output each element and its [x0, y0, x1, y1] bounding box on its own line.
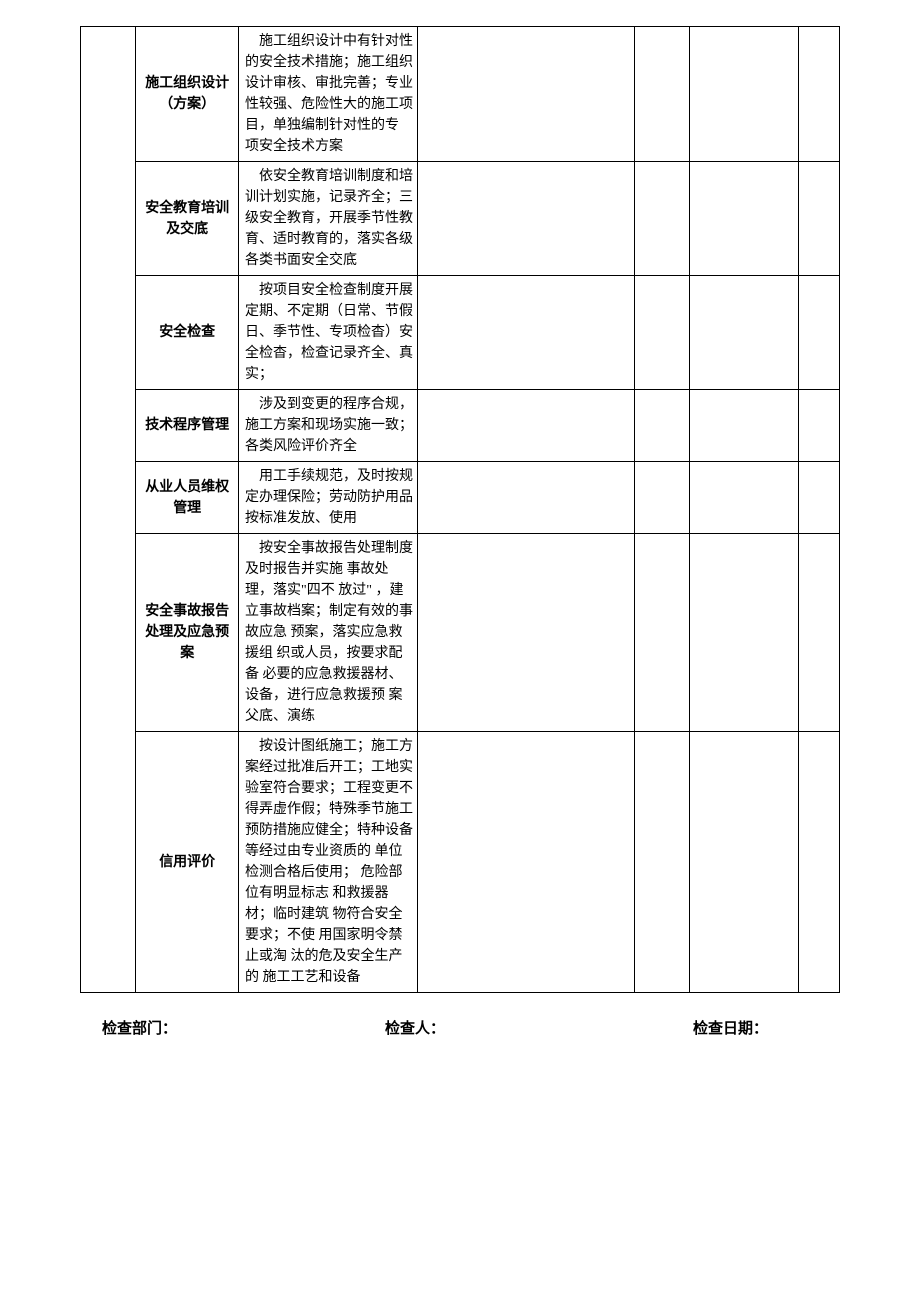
table-row: 信用评价 按设计图纸施工；施工方案经过批准后开工；工地实验室符合要求；工程变更不… [81, 732, 840, 993]
table-row: 施工组织设计（方案） 施工组织设计中有针对性的安全技术措施；施工组织设计审核、审… [81, 27, 840, 162]
item-desc: 按安全事故报告处理制度及时报告并实施 事故处理，落实"四不 放过" ，建立事故档… [239, 534, 418, 732]
blank-cell [418, 276, 634, 390]
inspection-table: 施工组织设计（方案） 施工组织设计中有针对性的安全技术措施；施工组织设计审核、审… [80, 26, 840, 993]
blank-cell [634, 27, 689, 162]
table-row: 安全教育培训及交底 依安全教育培训制度和培训计划实施，记录齐全；三级安全教育，开… [81, 162, 840, 276]
item-label: 从业人员维权管理 [136, 462, 239, 534]
item-label: 技术程序管理 [136, 390, 239, 462]
blank-cell [689, 390, 798, 462]
item-label: 安全事故报告处理及应急预案 [136, 534, 239, 732]
blank-cell [689, 27, 798, 162]
blank-cell [689, 162, 798, 276]
item-desc: 用工手续规范，及时按规定办理保险；劳动防护用品按标准发放、使用 [239, 462, 418, 534]
blank-cell [798, 534, 839, 732]
blank-cell [634, 276, 689, 390]
blank-cell [418, 462, 634, 534]
blank-cell [798, 162, 839, 276]
item-label: 安全检查 [136, 276, 239, 390]
item-label: 信用评价 [136, 732, 239, 993]
item-label: 施工组织设计（方案） [136, 27, 239, 162]
table-row: 技术程序管理 涉及到变更的程序合规， 施工方案和现场实施一致；各类风险评价齐全 [81, 390, 840, 462]
table-row: 从业人员维权管理 用工手续规范，及时按规定办理保险；劳动防护用品按标准发放、使用 [81, 462, 840, 534]
blank-cell [634, 732, 689, 993]
blank-cell [634, 162, 689, 276]
blank-cell [798, 390, 839, 462]
footer: 检查部门： 检查人： 检查日期： [80, 1017, 840, 1038]
table-row: 安全检查 按项目安全检查制度开展定期、不定期（日常、节假日、季节性、专项检杳）安… [81, 276, 840, 390]
blank-cell [689, 276, 798, 390]
blank-cell [418, 534, 634, 732]
blank-cell [798, 732, 839, 993]
blank-cell [689, 534, 798, 732]
blank-cell [634, 390, 689, 462]
blank-cell [634, 462, 689, 534]
blank-cell [689, 462, 798, 534]
item-desc: 按项目安全检查制度开展定期、不定期（日常、节假日、季节性、专项检杳）安全检杳，检… [239, 276, 418, 390]
blank-cell [798, 276, 839, 390]
blank-cell [418, 732, 634, 993]
item-desc: 按设计图纸施工；施工方案经过批准后开工；工地实验室符合要求；工程变更不得弄虚作假… [239, 732, 418, 993]
blank-cell [418, 27, 634, 162]
item-desc: 依安全教育培训制度和培训计划实施，记录齐全；三级安全教育，开展季节性教育、适时教… [239, 162, 418, 276]
blank-cell [634, 534, 689, 732]
blank-cell [418, 390, 634, 462]
inspector-label: 检查人： [297, 1017, 532, 1038]
blank-cell [418, 162, 634, 276]
blank-cell [798, 462, 839, 534]
date-label: 检查日期： [533, 1017, 828, 1038]
item-label: 安全教育培训及交底 [136, 162, 239, 276]
item-desc: 涉及到变更的程序合规， 施工方案和现场实施一致；各类风险评价齐全 [239, 390, 418, 462]
blank-cell [689, 732, 798, 993]
item-desc: 施工组织设计中有针对性的安全技术措施；施工组织设计审核、审批完善；专业性较强、危… [239, 27, 418, 162]
table-row: 安全事故报告处理及应急预案 按安全事故报告处理制度及时报告并实施 事故处理，落实… [81, 534, 840, 732]
blank-cell [798, 27, 839, 162]
group-col [81, 27, 136, 993]
